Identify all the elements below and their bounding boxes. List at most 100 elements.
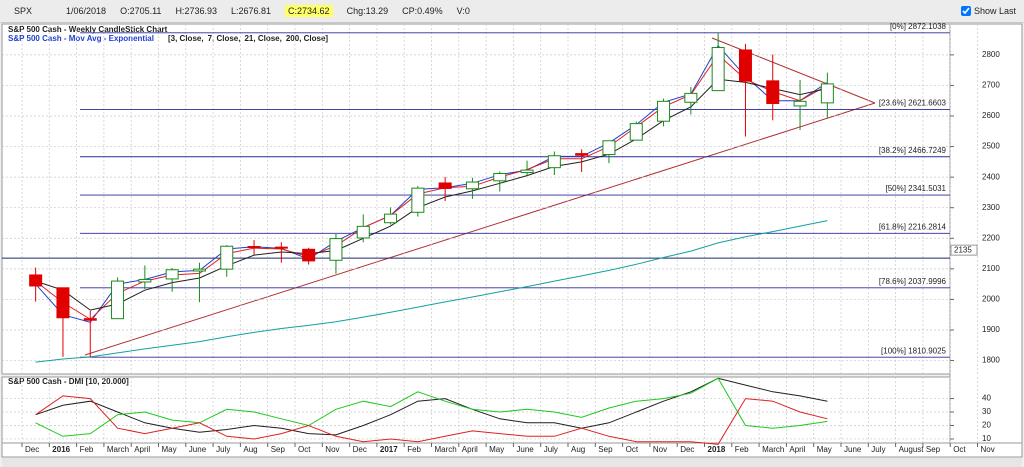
high: H:2736.93	[175, 6, 217, 16]
candle-body	[302, 248, 316, 262]
candle-body	[56, 287, 70, 319]
x-tick-label: March	[762, 445, 784, 454]
symbol: SPX	[14, 6, 33, 16]
chart-title: S&P 500 Cash - Weekly CandleStick Chart	[8, 25, 168, 34]
candle-body	[820, 83, 834, 104]
y-tick-label: 2200	[982, 233, 1000, 242]
date: 1/06/2018	[66, 6, 107, 16]
y-tick-label: 10	[982, 434, 991, 443]
candle-body	[738, 49, 752, 82]
show-last-checkbox[interactable]	[960, 6, 971, 17]
x-tick-label: April	[134, 445, 150, 454]
candle-body	[602, 140, 616, 156]
x-tick-label: April	[462, 445, 478, 454]
chart: S&P 500 Cash - Weekly CandleStick Chart …	[1, 22, 1023, 467]
volume: V:0	[456, 6, 470, 16]
y-tick-label: 30	[982, 407, 991, 416]
candle-body	[356, 225, 370, 239]
ma-title: S&P 500 Cash - Mov Avg - Exponential	[8, 34, 154, 43]
x-tick-label: Nov	[981, 445, 995, 454]
candle-body	[274, 246, 288, 249]
candle-body	[83, 318, 97, 321]
scroll-bar[interactable]	[2, 458, 1022, 467]
y-tick-label: 20	[982, 421, 991, 430]
y-tick-label: 1900	[982, 325, 1000, 334]
ma-legend-entry: [3, Close,	[168, 34, 204, 43]
x-tick-label: March	[435, 445, 457, 454]
change-pct: CP:0.49%	[402, 6, 443, 16]
x-tick-label: 2016	[52, 445, 70, 454]
change: Chg:13.29	[346, 6, 389, 16]
candle-body	[657, 100, 671, 122]
candle-body	[438, 182, 452, 189]
y-tick-label: 2800	[982, 50, 1000, 59]
y-tick-label: 2300	[982, 203, 1000, 212]
x-tick-label: Dec	[25, 445, 39, 454]
candle-body	[629, 123, 643, 141]
fib-label: [0%] 2872.1038	[890, 22, 947, 31]
candle-body	[575, 153, 589, 156]
x-tick-label: Dec	[680, 445, 694, 454]
x-tick-label: Nov	[325, 445, 339, 454]
candle-body	[192, 268, 206, 272]
fib-label: [38.2%] 2466.7249	[879, 146, 947, 155]
x-tick-label: May	[162, 445, 177, 454]
candle-body	[220, 245, 234, 270]
x-tick-label: June	[844, 445, 862, 454]
fib-label: [100%] 1810.9025	[881, 346, 946, 355]
x-tick-label: Aug	[571, 445, 585, 454]
y-tick-label: 40	[982, 394, 991, 403]
marker-level-box	[950, 244, 978, 256]
x-tick-label: Aug	[243, 445, 257, 454]
x-tick-label: August	[899, 445, 925, 454]
y-tick-label: 1800	[982, 356, 1000, 365]
price-panel	[1, 23, 951, 375]
candle-body	[329, 238, 343, 261]
y-tick-label: 2500	[982, 142, 1000, 151]
candle-body	[711, 47, 725, 92]
x-tick-label: Sep	[926, 445, 941, 454]
ma-legend-entry: 7, Close,	[208, 34, 241, 43]
x-tick-label: May	[489, 445, 504, 454]
candle-body	[29, 274, 43, 287]
candle-body	[111, 280, 125, 320]
fib-label: [78.6%] 2037.9996	[879, 277, 947, 286]
x-tick-label: Sep	[598, 445, 613, 454]
x-tick-label: Feb	[407, 445, 421, 454]
x-tick-label: Dec	[353, 445, 367, 454]
y-tick-label: 2700	[982, 81, 1000, 90]
dmi-title: S&P 500 Cash - DMI [10, 20.000]	[8, 377, 129, 386]
candle-body	[547, 155, 561, 169]
candle-body	[411, 187, 425, 213]
fib-label: [23.6%] 2621.6603	[879, 98, 947, 107]
trend-line-falling	[711, 37, 876, 104]
y-tick-label: 2600	[982, 111, 1000, 120]
x-tick-label: June	[189, 445, 207, 454]
show-last[interactable]: Show Last	[960, 5, 1016, 17]
y-tick-label: 2000	[982, 295, 1000, 304]
x-tick-label: July	[871, 445, 885, 454]
candle-body	[793, 100, 807, 107]
candle-body	[138, 279, 152, 283]
x-tick-label: 2018	[708, 445, 726, 454]
candle-body	[766, 80, 780, 104]
fib-label: [50%] 2341.5031	[886, 184, 947, 193]
x-tick-label: July	[216, 445, 230, 454]
header-bar: SPX 1/06/2018 O:2705.11 H:2736.93 L:2676…	[0, 0, 1024, 23]
x-tick-label: Nov	[653, 445, 667, 454]
close: C:2734.62	[285, 5, 333, 17]
time-axis	[1, 442, 1023, 458]
fib-label: [61.8%] 2216.2814	[879, 222, 947, 231]
candle-body	[493, 172, 507, 182]
x-tick-label: May	[817, 445, 832, 454]
show-last-label: Show Last	[973, 5, 1016, 16]
x-tick-label: Oct	[626, 445, 639, 454]
marker-level-label: 2135	[954, 245, 972, 254]
dmi-line	[35, 395, 828, 445]
y-tick-label: 2400	[982, 172, 1000, 181]
x-tick-label: 2017	[380, 445, 398, 454]
x-tick-label: Feb	[735, 445, 749, 454]
ma-legend-entry: 200, Close]	[286, 34, 329, 43]
trend-line-rising	[84, 102, 876, 356]
